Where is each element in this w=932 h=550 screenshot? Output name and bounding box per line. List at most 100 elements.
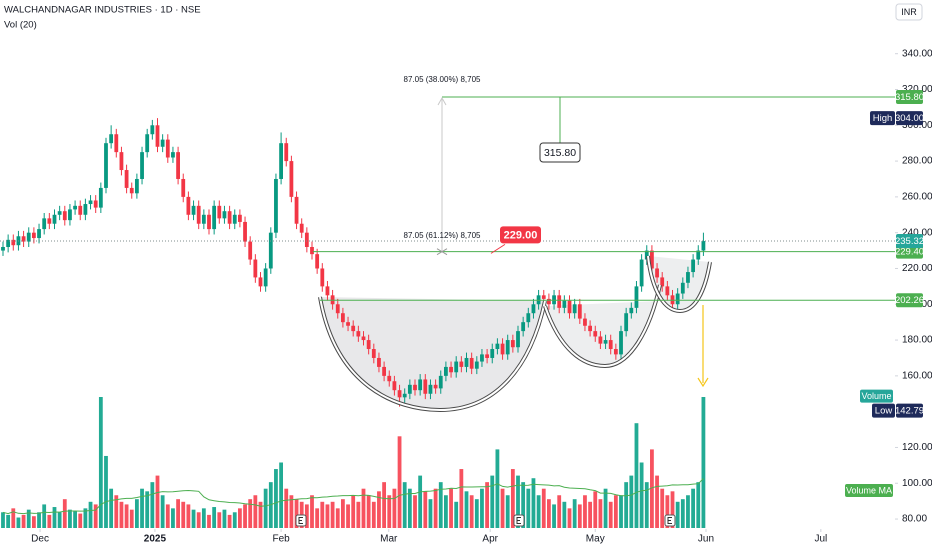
volume-bar: [227, 514, 232, 528]
candle-body: [160, 139, 165, 147]
volume-bar: [294, 499, 299, 528]
volume-bar: [469, 495, 474, 528]
candle-body: [227, 211, 232, 224]
candle-body: [201, 214, 206, 224]
volume-bar: [438, 482, 443, 528]
candle-body: [150, 125, 155, 135]
volume-bar: [464, 491, 469, 528]
candle-body: [186, 196, 191, 215]
volume-ma-line: [2, 478, 704, 515]
candle-body: [11, 239, 16, 246]
level-label: 202.26: [895, 295, 924, 306]
volume-bar: [201, 508, 206, 528]
candle-body: [361, 336, 366, 341]
volume-bar: [93, 504, 98, 528]
candle-body: [217, 205, 222, 219]
volume-bar: [52, 507, 57, 528]
volume-bar: [562, 501, 567, 528]
cup-fill: [320, 297, 545, 410]
volume-bar: [402, 482, 407, 528]
candle-body: [304, 232, 309, 247]
volume-bar: [541, 488, 546, 528]
x-tick-label: 2025: [144, 534, 167, 545]
candle-body: [52, 214, 57, 224]
measure-top-label: 87.05 (38.00%) 8,705: [404, 75, 481, 84]
candle-body: [78, 205, 83, 215]
candle-body: [377, 357, 381, 367]
candle-body: [696, 250, 701, 260]
volume-bar: [521, 482, 526, 528]
candle-body: [109, 134, 114, 144]
level-label: 315.80: [895, 92, 924, 103]
volume-bar: [11, 508, 16, 528]
candle-body: [258, 277, 263, 287]
cup-arc: [319, 296, 546, 412]
volume-bar: [340, 499, 345, 528]
candle-body: [129, 187, 134, 194]
volume-bar: [454, 501, 459, 528]
high-tag: High: [873, 113, 893, 124]
candle-body: [310, 246, 314, 255]
candle-body: [73, 205, 77, 210]
last-price-box: [896, 234, 923, 249]
volume-bar: [423, 491, 428, 528]
volume-bar: [335, 508, 340, 528]
chart-title: WALCHANDNAGAR INDUSTRIES · 1D · NSE: [4, 5, 201, 16]
candle-body: [392, 381, 397, 391]
candle-body: [562, 300, 567, 308]
candle-body: [31, 232, 36, 239]
candle-body: [598, 336, 603, 344]
candle-body: [140, 152, 144, 179]
low-value-box: [896, 403, 923, 418]
annotations: [0, 96, 895, 527]
volume-bar: [613, 495, 618, 528]
volume-bar: [21, 514, 26, 528]
x-tick-label: Apr: [482, 534, 498, 545]
y-tick-label: 180.00: [902, 335, 932, 346]
candle-body: [284, 143, 289, 162]
candle-body: [603, 340, 608, 344]
volume-bar: [686, 495, 690, 528]
volume-bar: [588, 501, 593, 528]
target-arrow-head: [697, 377, 709, 388]
candle-body: [490, 349, 495, 358]
volume-bar: [31, 516, 36, 528]
candle-body: [567, 300, 572, 314]
candle-body: [660, 277, 665, 287]
volume-bar: [619, 495, 623, 528]
candle-body: [438, 375, 443, 389]
candle-body: [387, 375, 392, 382]
candle-body: [480, 354, 484, 362]
level-box: [896, 244, 923, 259]
candle-body: [47, 218, 52, 224]
volume-bar: [552, 504, 556, 528]
measure-arrow-head: [437, 97, 447, 106]
candle-body: [428, 384, 433, 394]
y-tick-label: 300.00: [902, 120, 932, 131]
volume-bar: [557, 495, 562, 528]
candle-body: [485, 354, 490, 358]
measure-mid-label: 87.05 (61.12%) 8,705: [404, 231, 481, 240]
low-tag: Low: [875, 406, 893, 417]
volume-bar: [567, 508, 572, 528]
volume-bar: [701, 397, 706, 528]
candle-body: [191, 205, 196, 215]
candle-body: [279, 143, 283, 179]
currency[interactable]: INR: [901, 7, 917, 17]
x-tick-label: May: [586, 534, 605, 545]
volume-bar: [119, 501, 124, 528]
volume-bar: [608, 501, 613, 528]
volume-bar: [407, 488, 412, 528]
handle-fill: [545, 285, 660, 366]
candle-body: [402, 393, 407, 398]
candle-body: [335, 304, 340, 314]
candle-body: [629, 307, 634, 314]
candle-body: [459, 361, 464, 367]
volume-bar: [356, 501, 361, 528]
candle-body: [21, 236, 26, 242]
currency-box[interactable]: [895, 3, 923, 21]
volume-bar: [650, 449, 654, 528]
low-tag-box: [872, 403, 895, 418]
volume-bar: [42, 504, 47, 528]
pattern-arcs: [318, 255, 712, 413]
